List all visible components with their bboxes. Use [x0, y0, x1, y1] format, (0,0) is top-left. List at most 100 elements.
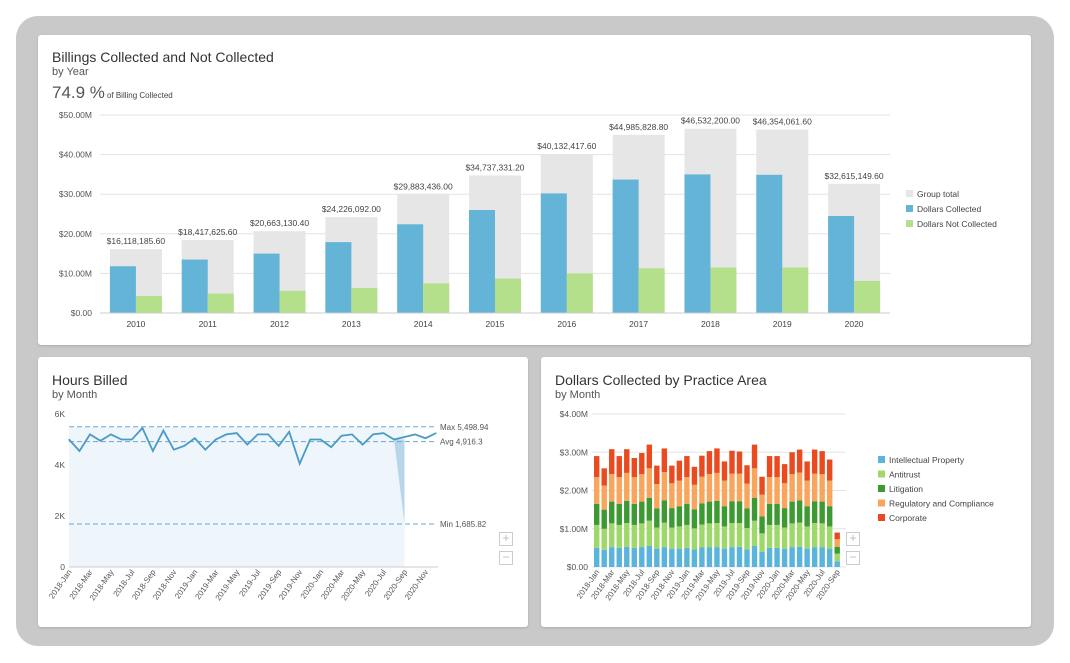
data-point: [320, 438, 322, 441]
x-tick-label: 2010: [126, 319, 145, 329]
stack-segment: [661, 472, 668, 501]
stack-segment: [594, 456, 600, 478]
stack-segment: [811, 547, 818, 567]
stack-segment: [706, 501, 713, 524]
y-tick-label: 6K: [55, 409, 66, 419]
not-collected-bar: [710, 267, 737, 313]
zoom-in-button[interactable]: +: [846, 532, 860, 546]
data-point: [225, 433, 227, 435]
stack-segment: [774, 503, 780, 525]
y-tick-label: $0.00: [71, 308, 93, 318]
collected-bar: [325, 242, 352, 313]
stack-segment: [601, 468, 607, 486]
total-data-label: $46,354,061.60: [753, 116, 812, 126]
stack-segment: [669, 483, 675, 509]
stack-segment: [721, 526, 728, 549]
legend-swatch: [906, 205, 913, 212]
stack-segment: [631, 547, 637, 567]
stack-segment: [594, 524, 600, 548]
stack-segment: [714, 547, 720, 567]
y-tick-label: $40.00M: [59, 150, 92, 160]
stack-segment: [804, 506, 810, 527]
stack-segment: [699, 547, 705, 567]
y-tick-label: 0: [60, 562, 65, 572]
stack-segment: [834, 546, 840, 554]
zoom-out-button[interactable]: −: [499, 551, 513, 565]
collected-bar: [181, 259, 208, 313]
stack-segment: [706, 523, 713, 548]
stack-segment: [834, 553, 840, 562]
stack-segment: [721, 461, 728, 481]
stack-segment: [751, 444, 758, 469]
not-collected-bar: [566, 273, 593, 313]
stack-segment: [646, 545, 653, 567]
data-point: [215, 438, 217, 441]
hours-chart: 0 2K 4K 6K Max 5,498.94 Avg 4,916.3 Min 1,685.…: [47, 409, 489, 602]
stack-segment: [609, 501, 615, 524]
practice-panel: Dollars Collected by Practice Area by Mo…: [541, 357, 1031, 627]
stack-segment: [789, 501, 795, 524]
practice-chart: $0.00$1.00M$2.00M$3.00M$4.00M2018-Jan201…: [560, 409, 995, 602]
data-point: [246, 444, 248, 446]
stack-segment: [774, 477, 780, 504]
kpi-value: 74.9 %: [52, 83, 105, 102]
stack-segment: [669, 508, 675, 528]
data-point: [372, 433, 374, 435]
x-tick-label: 2019: [773, 319, 792, 329]
stack-segment: [669, 465, 675, 484]
stack-segment: [601, 485, 607, 510]
stack-segment: [676, 506, 683, 527]
y-tick-label: $4.00M: [560, 409, 588, 419]
zoom-out-button[interactable]: −: [846, 551, 860, 565]
not-collected-bar: [279, 290, 306, 313]
collected-bar: [253, 253, 280, 313]
legend-swatch: [906, 220, 913, 227]
x-tick-label: 2013: [342, 319, 361, 329]
stack-segment: [661, 522, 668, 548]
stack-segment: [834, 561, 840, 567]
reference-label: Avg 4,916.3: [440, 438, 483, 447]
stack-segment: [759, 551, 765, 567]
stack-segment: [676, 460, 683, 481]
stack-segment: [601, 528, 607, 550]
stack-segment: [826, 480, 833, 507]
data-point: [141, 427, 143, 429]
collected-bar: [684, 174, 711, 313]
data-point: [194, 437, 196, 439]
stack-segment: [601, 509, 607, 529]
stack-segment: [661, 547, 668, 567]
stack-segment: [714, 472, 720, 501]
collected-bar: [540, 193, 567, 313]
stack-segment: [654, 483, 660, 509]
data-point: [204, 449, 206, 451]
data-point: [278, 445, 280, 447]
data-point: [68, 438, 70, 441]
hours-line: [68, 426, 437, 467]
x-tick-label: 2011: [199, 319, 218, 329]
reference-label: Min 1,685.82: [440, 520, 487, 529]
stack-segment: [826, 506, 833, 527]
stack-segment: [661, 448, 668, 473]
collected-bar: [828, 215, 855, 313]
stack-segment: [781, 483, 788, 509]
legend-label: Corporate: [889, 513, 927, 523]
stack-segment: [834, 532, 840, 540]
stack-segment: [781, 549, 788, 567]
stack-segment: [729, 501, 735, 524]
stack-segment: [601, 549, 607, 567]
stack-segment: [706, 547, 713, 567]
billings-chart: $0.00 $10.00M $20.00M $30.00M $40.00M $50.00M…: [59, 110, 997, 329]
not-collected-bar: [423, 283, 450, 313]
x-tick-label: 2018: [701, 319, 720, 329]
stack-segment: [676, 526, 683, 549]
stack-segment: [609, 474, 615, 502]
total-data-label: $18,417,625.60: [178, 227, 237, 237]
total-data-label: $32,615,149.60: [825, 171, 884, 181]
stack-segment: [796, 449, 803, 473]
collected-bar: [469, 210, 495, 313]
zoom-in-button[interactable]: +: [499, 532, 513, 546]
stack-segment: [654, 527, 660, 549]
stack-segment: [811, 501, 818, 524]
y-tick-label: $2.00M: [560, 486, 588, 496]
stack-segment: [759, 516, 765, 534]
